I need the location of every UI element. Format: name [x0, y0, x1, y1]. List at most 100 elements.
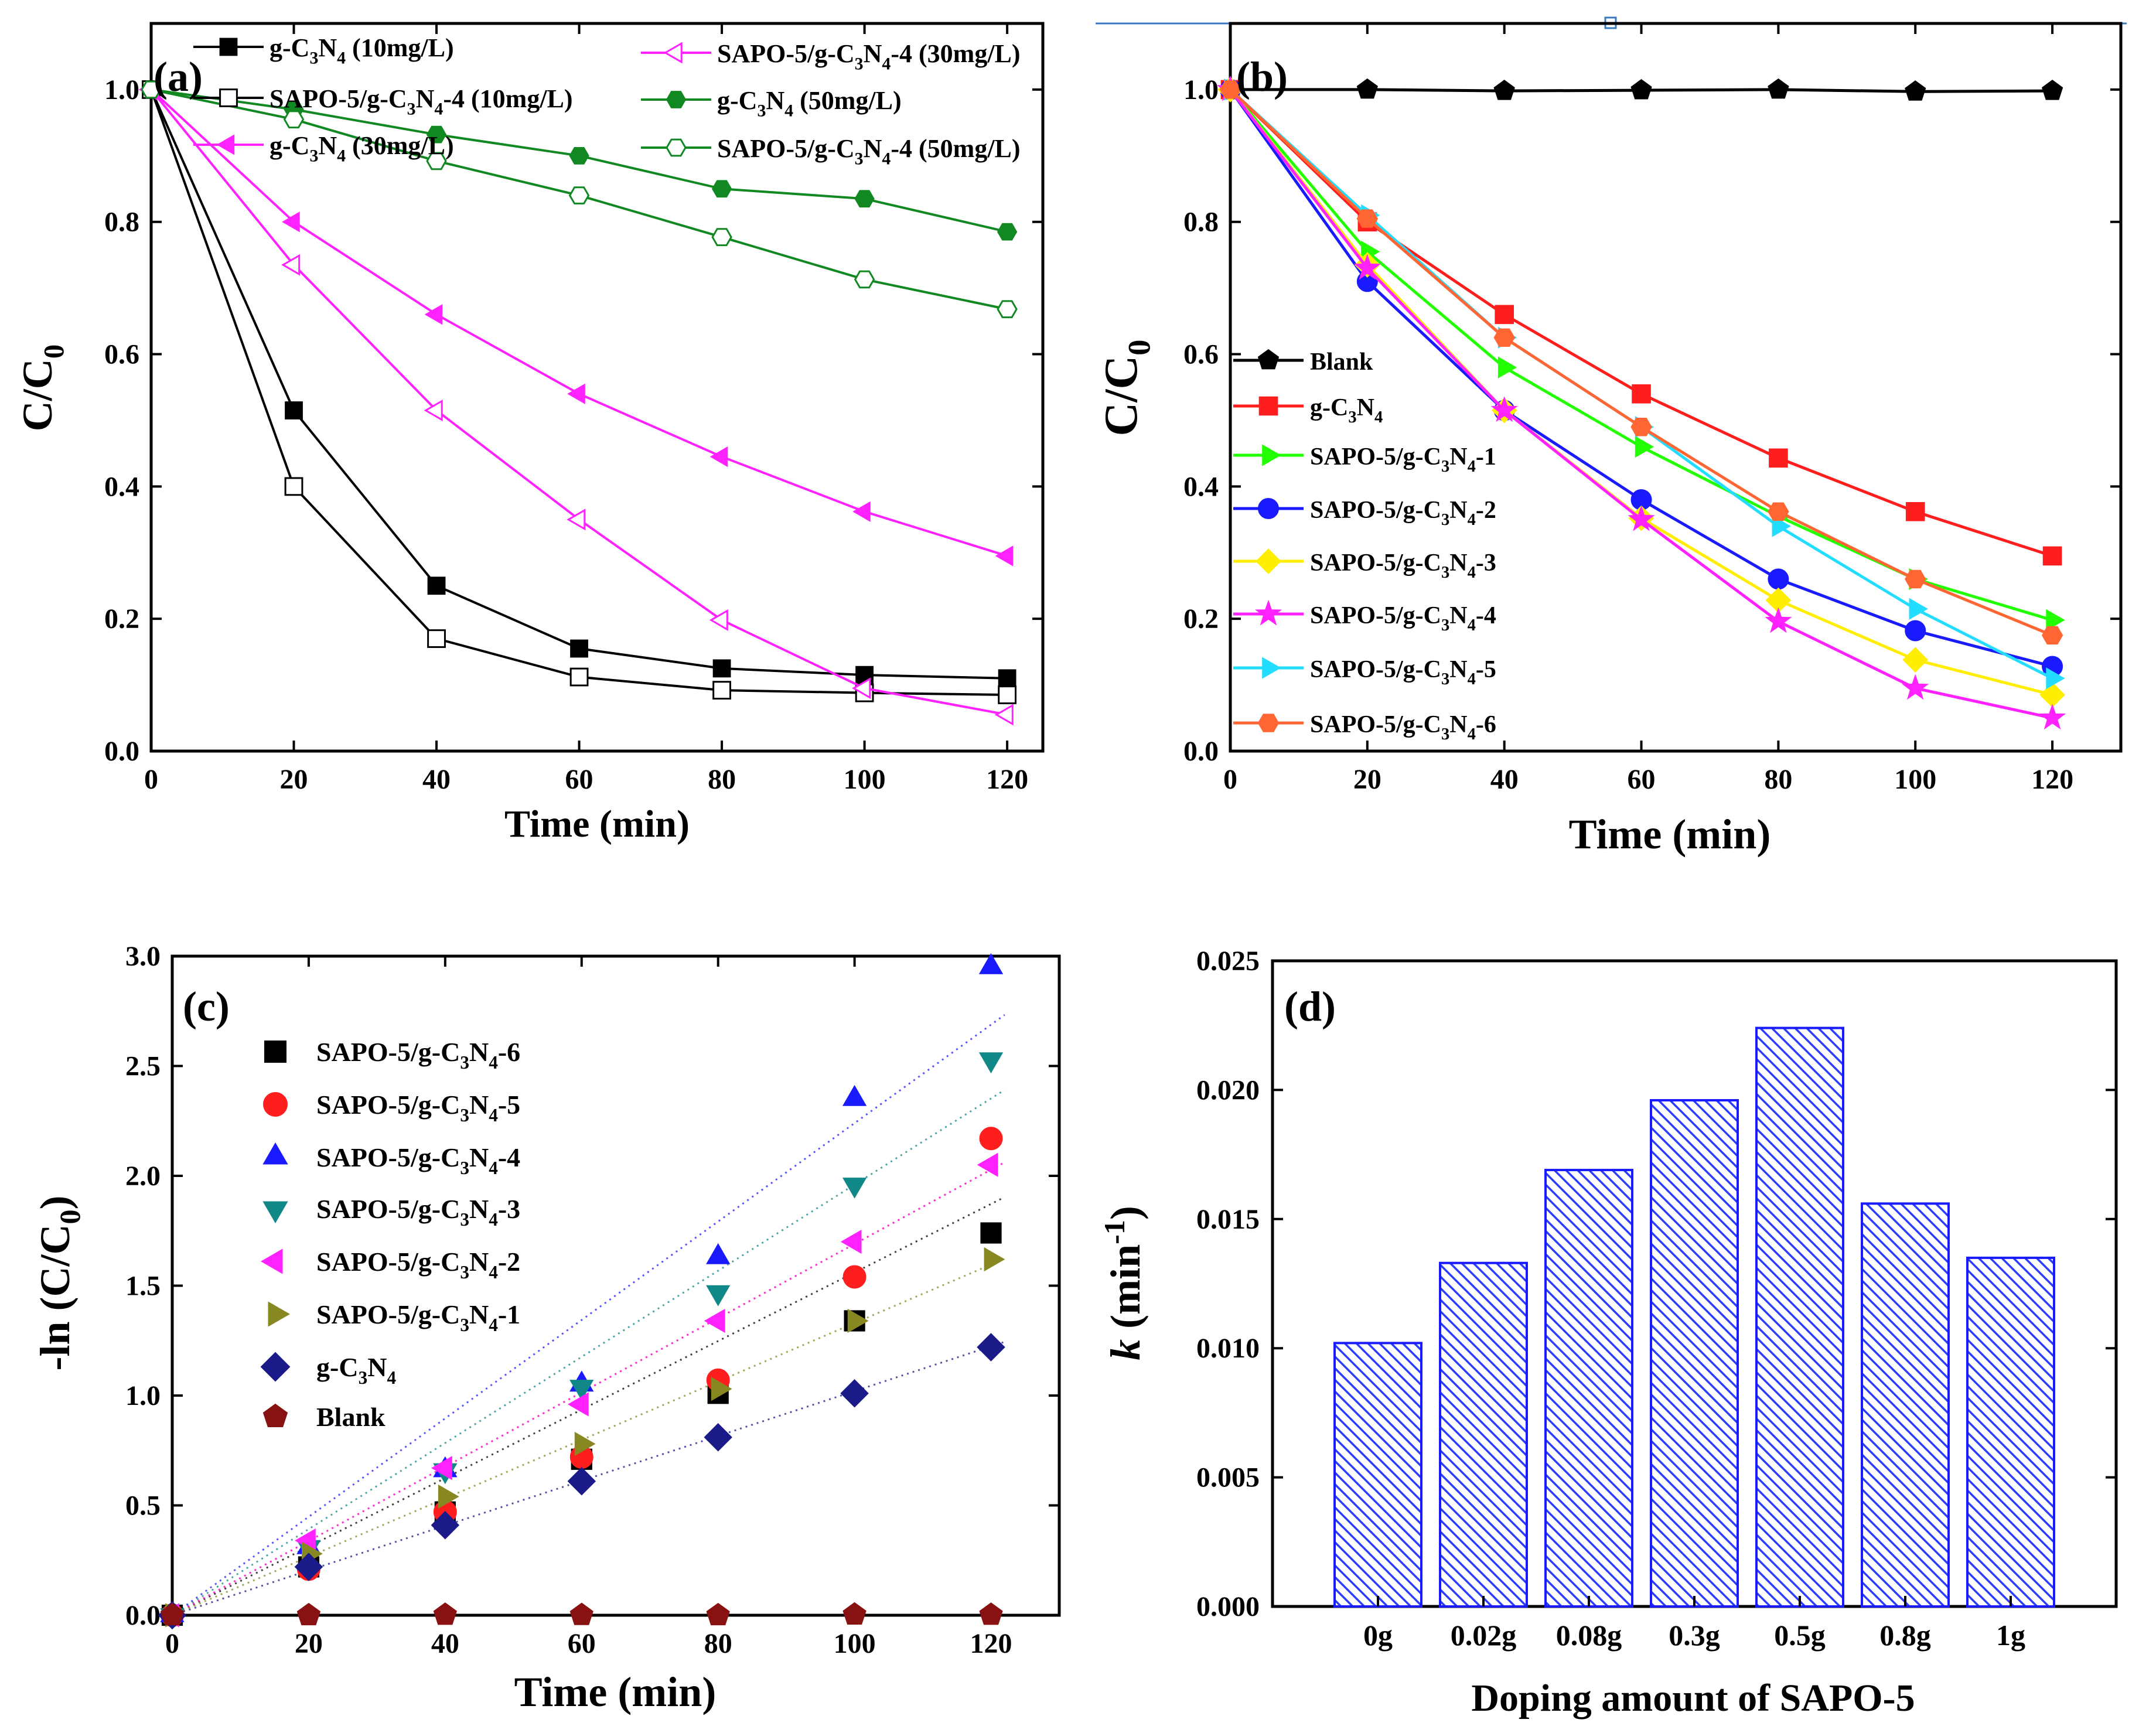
- legend-label: SAPO-5/g-C3N4-4: [1310, 602, 1496, 634]
- panel-label: (c): [183, 983, 230, 1030]
- series-c-7: [160, 1602, 1003, 1626]
- x-axis-title: Time (min): [1569, 811, 1771, 858]
- x-tick-label: 120: [2031, 764, 2073, 795]
- legend-label: SAPO-5/g-C3N4-4 (50mg/L): [717, 134, 1021, 168]
- legend-marker: [262, 1201, 288, 1224]
- y-tick-label: 0.020: [1196, 1074, 1260, 1106]
- legend-label: SAPO-5/g-C3N4-4: [316, 1142, 520, 1178]
- data-point: [711, 228, 732, 247]
- data-point: [1493, 328, 1515, 347]
- data-point: [995, 545, 1014, 567]
- y-tick-label: 2.5: [125, 1051, 161, 1082]
- y-tick-label: 0.010: [1196, 1333, 1260, 1364]
- bar: [1966, 1256, 2055, 1608]
- x-tick-label: 20: [295, 1628, 323, 1659]
- legend-label: SAPO-5/g-C3N4-5: [1310, 656, 1496, 688]
- x-tick-label: 120: [970, 1628, 1012, 1659]
- legend-item: SAPO-5/g-C3N4-3: [262, 1194, 520, 1230]
- series-line: [1229, 88, 2053, 680]
- data-point: [854, 270, 875, 289]
- legend-label: SAPO-5/g-C3N4-5: [316, 1090, 520, 1125]
- x-tick-label: 80: [704, 1628, 732, 1659]
- series-c-3: [160, 1052, 1004, 1629]
- data-point: [1628, 505, 1655, 531]
- data-point: [431, 1456, 452, 1480]
- series-line: [150, 89, 1008, 680]
- data-point: [1490, 396, 1518, 422]
- data-point: [998, 685, 1017, 704]
- data-point: [285, 401, 303, 419]
- data-point: [706, 1602, 730, 1626]
- legend-marker: [1257, 714, 1280, 732]
- data-point: [1772, 515, 1791, 537]
- data-point: [998, 669, 1016, 688]
- data-point: [997, 300, 1018, 319]
- data-point: [840, 1379, 869, 1408]
- data-point: [712, 681, 731, 700]
- x-tick-label: 0.08g: [1556, 1619, 1622, 1652]
- bar: [1544, 1169, 1633, 1608]
- data-point: [712, 659, 731, 678]
- plot-frame: [170, 954, 1061, 1617]
- legend-marker: [219, 88, 238, 107]
- y-axis-title: C/C0: [1096, 340, 1157, 436]
- x-tick-label: 20: [1353, 764, 1381, 795]
- data-point: [296, 1602, 321, 1626]
- data-point: [980, 1222, 1002, 1244]
- legend-item: SAPO-5/g-C3N4-1: [268, 1299, 520, 1335]
- x-tick-label: 100: [834, 1628, 876, 1659]
- x-tick-label: 60: [565, 764, 593, 795]
- series-a-0: [142, 80, 1016, 688]
- data-point: [854, 190, 875, 208]
- data-point: [568, 186, 590, 204]
- legend-item: g-C3N4 (50mg/L): [641, 86, 902, 120]
- x-axis-title: Doping amount of SAPO-5: [1471, 1677, 1915, 1720]
- data-point: [847, 1308, 869, 1333]
- legend-marker: [263, 1092, 288, 1117]
- legend-label: g-C3N4 (50mg/L): [717, 86, 902, 120]
- x-tick-label: 40: [1490, 764, 1519, 795]
- legend-marker: [262, 1142, 288, 1165]
- legend-marker: [1257, 349, 1280, 370]
- data-point: [709, 446, 728, 468]
- data-point: [424, 304, 443, 325]
- data-point: [1768, 502, 1789, 521]
- series-b-7: [1219, 80, 2063, 645]
- data-point: [567, 509, 586, 531]
- data-point: [704, 1308, 725, 1333]
- series-c-0: [161, 1222, 1002, 1626]
- data-point: [567, 1466, 596, 1496]
- data-point: [1495, 305, 1514, 325]
- data-point: [1356, 78, 1378, 99]
- x-tick-label: 0g: [1363, 1619, 1393, 1652]
- legend-item: SAPO-5/g-C3N4-6: [264, 1037, 520, 1073]
- legend-label: SAPO-5/g-C3N4-4 (30mg/L): [717, 39, 1021, 73]
- series-line: [1229, 88, 2053, 558]
- legend-marker: [260, 1248, 283, 1274]
- data-point: [160, 1602, 185, 1626]
- data-point: [574, 1431, 596, 1456]
- y-tick-label: 1.0: [1183, 74, 1219, 105]
- legend-item: SAPO-5/g-C3N4-2: [260, 1247, 520, 1282]
- legend-label: g-C3N4: [1310, 394, 1383, 427]
- data-point: [977, 1152, 998, 1177]
- y-tick-label: 0.0: [1183, 736, 1219, 767]
- legend-item: SAPO-5/g-C3N4-4 (10mg/L): [193, 84, 573, 118]
- data-point: [979, 1602, 1003, 1625]
- data-point: [842, 1602, 867, 1625]
- bar: [1861, 1202, 1950, 1608]
- chart-layer: 0 20 40 60 80 100 120 0.0 0.2 0.4 0.6 0.8 1.0 Time (m…: [14, 16, 2127, 1720]
- data-point: [852, 677, 871, 700]
- legend-label: SAPO-5/g-C3N4-4 (10mg/L): [270, 84, 573, 118]
- data-point: [1905, 620, 1926, 642]
- data-point: [2046, 667, 2065, 690]
- data-point: [2041, 626, 2063, 645]
- series-line: [150, 88, 1008, 716]
- data-point: [709, 609, 728, 632]
- data-point: [978, 953, 1004, 974]
- data-point: [283, 110, 305, 129]
- data-point: [1905, 502, 1925, 521]
- data-point: [431, 1510, 460, 1540]
- data-point: [840, 1229, 862, 1254]
